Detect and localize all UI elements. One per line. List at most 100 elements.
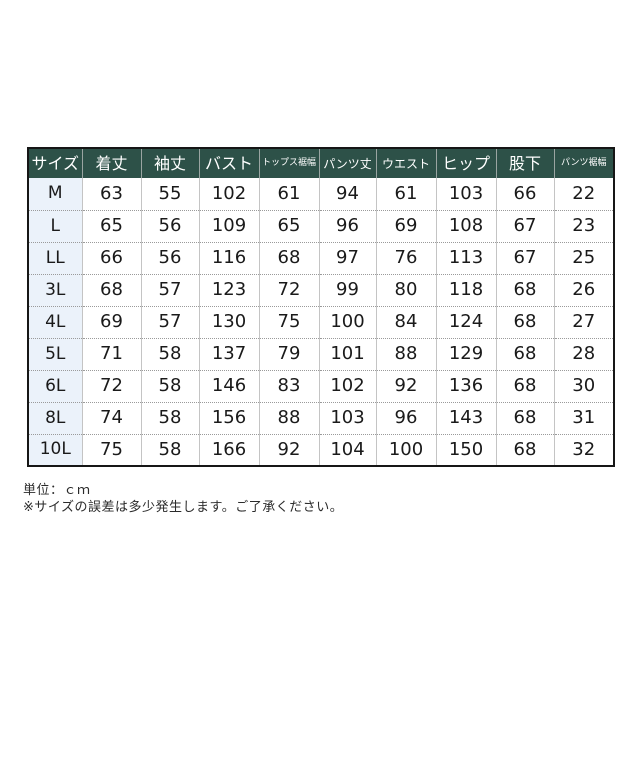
measurement-cell: 67 xyxy=(495,241,554,274)
measurement-cell: 72 xyxy=(258,273,319,306)
measurement-cell: 150 xyxy=(435,433,496,466)
measurement-cell: 68 xyxy=(495,273,554,306)
measurement-cell: 65 xyxy=(81,209,141,242)
measurement-cell: 68 xyxy=(495,337,554,370)
size-label-cell: LL xyxy=(28,241,82,274)
size-label-cell: 10L xyxy=(28,433,82,466)
measurement-cell: 57 xyxy=(140,273,199,306)
size-table: サイズ 着丈 袖丈 バスト トップス裾幅 パンツ丈 ウエスト ヒップ 股下 パンツ裾幅 M 63 55… xyxy=(27,147,615,467)
measurement-cell: 66 xyxy=(81,241,141,274)
size-label-cell: 5L xyxy=(28,337,82,370)
unit-note: 単位：ｃｍ xyxy=(23,483,91,498)
measurement-cell: 94 xyxy=(318,178,376,210)
measurement-cell: 130 xyxy=(198,305,259,338)
table-row: 6L 72 58 146 83 102 92 136 68 30 xyxy=(28,369,614,402)
measurement-cell: 101 xyxy=(318,337,376,370)
column-header-7: ヒップ xyxy=(435,148,496,178)
measurement-cell: 23 xyxy=(553,209,614,242)
measurement-cell: 61 xyxy=(375,178,436,210)
table-row: LL 66 56 116 68 97 76 113 67 25 xyxy=(28,241,614,274)
measurement-cell: 79 xyxy=(258,337,319,370)
measurement-cell: 96 xyxy=(375,401,436,434)
measurement-cell: 63 xyxy=(81,178,141,210)
measurement-cell: 166 xyxy=(198,433,259,466)
measurement-cell: 75 xyxy=(258,305,319,338)
measurement-cell: 123 xyxy=(198,273,259,306)
column-header-5: パンツ丈 xyxy=(318,148,376,178)
measurement-cell: 113 xyxy=(435,241,496,274)
measurement-cell: 58 xyxy=(140,337,199,370)
measurement-cell: 136 xyxy=(435,369,496,402)
measurement-cell: 137 xyxy=(198,337,259,370)
measurement-cell: 102 xyxy=(198,178,259,210)
measurement-cell: 108 xyxy=(435,209,496,242)
table-row: 8L 74 58 156 88 103 96 143 68 31 xyxy=(28,401,614,434)
column-header-6: ウエスト xyxy=(375,148,436,178)
size-label-cell: 6L xyxy=(28,369,82,402)
measurement-cell: 124 xyxy=(435,305,496,338)
measurement-cell: 68 xyxy=(258,241,319,274)
table-row: 3L 68 57 123 72 99 80 118 68 26 xyxy=(28,273,614,306)
column-header-1: 着丈 xyxy=(81,148,141,178)
column-header-8: 股下 xyxy=(495,148,554,178)
measurement-cell: 109 xyxy=(198,209,259,242)
column-header-2: 袖丈 xyxy=(140,148,199,178)
measurement-cell: 146 xyxy=(198,369,259,402)
table-row: L 65 56 109 65 96 69 108 67 23 xyxy=(28,209,614,242)
measurement-cell: 72 xyxy=(81,369,141,402)
measurement-cell: 56 xyxy=(140,241,199,274)
measurement-cell: 75 xyxy=(81,433,141,466)
measurement-cell: 68 xyxy=(495,433,554,466)
size-label-cell: M xyxy=(28,178,82,210)
measurement-cell: 58 xyxy=(140,401,199,434)
column-header-3: バスト xyxy=(198,148,259,178)
measurement-cell: 58 xyxy=(140,369,199,402)
measurement-cell: 68 xyxy=(495,401,554,434)
measurement-cell: 28 xyxy=(553,337,614,370)
column-header-9: パンツ裾幅 xyxy=(553,148,614,178)
measurement-cell: 84 xyxy=(375,305,436,338)
measurement-cell: 80 xyxy=(375,273,436,306)
measurement-cell: 88 xyxy=(258,401,319,434)
size-label-cell: 8L xyxy=(28,401,82,434)
measurement-cell: 92 xyxy=(375,369,436,402)
measurement-cell: 76 xyxy=(375,241,436,274)
measurement-cell: 69 xyxy=(375,209,436,242)
measurement-cell: 102 xyxy=(318,369,376,402)
measurement-cell: 97 xyxy=(318,241,376,274)
measurement-cell: 129 xyxy=(435,337,496,370)
size-table-header: サイズ 着丈 袖丈 バスト トップス裾幅 パンツ丈 ウエスト ヒップ 股下 パンツ裾幅 xyxy=(28,148,614,178)
measurement-cell: 74 xyxy=(81,401,141,434)
measurement-cell: 25 xyxy=(553,241,614,274)
measurement-cell: 96 xyxy=(318,209,376,242)
size-label-cell: 4L xyxy=(28,305,82,338)
measurement-cell: 27 xyxy=(553,305,614,338)
table-row: M 63 55 102 61 94 61 103 66 22 xyxy=(28,178,614,210)
measurement-cell: 68 xyxy=(495,305,554,338)
measurement-cell: 118 xyxy=(435,273,496,306)
measurement-cell: 67 xyxy=(495,209,554,242)
measurement-cell: 57 xyxy=(140,305,199,338)
size-table-body: M 63 55 102 61 94 61 103 66 22 L 65 56 109 65 96 69 108 67… xyxy=(28,178,614,466)
measurement-cell: 26 xyxy=(553,273,614,306)
measurement-cell: 31 xyxy=(553,401,614,434)
measurement-cell: 83 xyxy=(258,369,319,402)
table-notes: 単位：ｃｍ ※サイズの誤差は多少発生します。ご了承ください。 xyxy=(23,482,343,516)
size-label-cell: 3L xyxy=(28,273,82,306)
measurement-cell: 104 xyxy=(318,433,376,466)
measurement-cell: 58 xyxy=(140,433,199,466)
measurement-cell: 56 xyxy=(140,209,199,242)
measurement-cell: 66 xyxy=(495,178,554,210)
measurement-cell: 103 xyxy=(435,178,496,210)
disclaimer-note: ※サイズの誤差は多少発生します。ご了承ください。 xyxy=(23,500,344,515)
header-row: サイズ 着丈 袖丈 バスト トップス裾幅 パンツ丈 ウエスト ヒップ 股下 パンツ裾幅 xyxy=(28,148,614,178)
measurement-cell: 116 xyxy=(198,241,259,274)
table-row: 5L 71 58 137 79 101 88 129 68 28 xyxy=(28,337,614,370)
column-header-4: トップス裾幅 xyxy=(258,148,319,178)
measurement-cell: 61 xyxy=(258,178,319,210)
column-header-0: サイズ xyxy=(28,148,82,178)
measurement-cell: 156 xyxy=(198,401,259,434)
measurement-cell: 68 xyxy=(81,273,141,306)
measurement-cell: 99 xyxy=(318,273,376,306)
